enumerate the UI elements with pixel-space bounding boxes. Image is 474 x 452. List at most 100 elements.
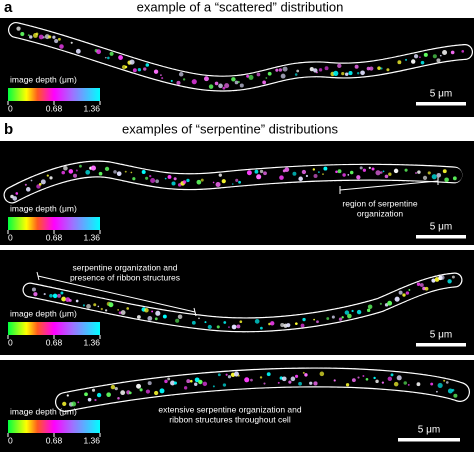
fluorescent-spot xyxy=(84,392,88,397)
colorbar xyxy=(8,420,100,433)
fluorescent-spot xyxy=(416,382,421,387)
fluorescent-spot xyxy=(294,322,298,326)
fluorescent-spot xyxy=(398,290,403,295)
fluorescent-spot xyxy=(420,60,425,65)
fluorescent-spot xyxy=(422,175,428,180)
fluorescent-spot xyxy=(225,373,228,376)
fluorescent-spot xyxy=(390,373,394,377)
fluorescent-spot xyxy=(86,304,91,309)
fluorescent-spot xyxy=(237,80,240,84)
fluorescent-spot xyxy=(189,379,193,383)
fluorescent-spot xyxy=(298,176,303,182)
cell-body xyxy=(9,23,472,91)
fluorescent-spot xyxy=(57,293,61,298)
fluorescent-spot xyxy=(362,168,366,172)
fluorescent-spot xyxy=(393,168,399,174)
fluorescent-spot xyxy=(442,169,447,174)
fluorescent-spot xyxy=(237,374,240,377)
fluorescent-spot xyxy=(381,381,385,384)
fluorescent-spot xyxy=(38,182,42,186)
fluorescent-spot xyxy=(309,66,314,72)
fluorescent-spot xyxy=(35,32,39,36)
fluorescent-spot xyxy=(367,304,373,310)
fluorescent-spot xyxy=(114,386,118,391)
fluorescent-spot xyxy=(61,296,67,302)
fluorescent-spot xyxy=(413,54,419,59)
fluorescent-spot xyxy=(155,310,161,316)
fluorescent-spot xyxy=(453,393,458,398)
fluorescent-spot xyxy=(68,169,74,174)
fluorescent-spot xyxy=(162,314,167,319)
fluorescent-spot xyxy=(284,167,290,172)
fluorescent-spot xyxy=(227,375,232,379)
fluorescent-spot xyxy=(345,383,350,387)
fluorescent-spot xyxy=(280,322,285,328)
fluorescent-spot xyxy=(145,63,150,67)
colorbar-label: image depth (μm) xyxy=(10,74,77,84)
fluorescent-spot xyxy=(337,63,342,68)
fluorescent-spot xyxy=(296,69,300,73)
fluorescent-spot xyxy=(25,187,31,192)
fluorescent-spot xyxy=(234,80,239,85)
fluorescent-spot xyxy=(304,373,308,377)
annotation: ribbon structures throughout cell xyxy=(169,414,291,424)
fluorescent-spot xyxy=(128,391,132,395)
fluorescent-spot xyxy=(397,60,402,65)
fluorescent-spot xyxy=(62,401,67,407)
fluorescent-spot xyxy=(377,66,381,70)
panel-title: example of a “scattered” distribution xyxy=(137,0,344,14)
fluorescent-spot xyxy=(356,175,361,180)
panel-title: examples of “serpentine” distributions xyxy=(122,121,339,136)
fluorescent-spot xyxy=(281,376,287,382)
fluorescent-spot xyxy=(136,315,141,319)
fluorescent-spot xyxy=(173,381,177,385)
fluorescent-spot xyxy=(228,326,230,329)
fluorescent-spot xyxy=(384,174,389,179)
fluorescent-spot xyxy=(295,374,299,378)
fluorescent-spot xyxy=(239,320,243,324)
fluorescent-spot xyxy=(49,293,53,298)
fluorescent-spot xyxy=(277,381,280,384)
fluorescent-spot xyxy=(356,72,360,75)
scale-bar xyxy=(398,438,460,442)
fluorescent-spot xyxy=(183,386,188,390)
fluorescent-spot xyxy=(117,396,120,400)
fluorescent-spot xyxy=(452,176,457,181)
fluorescent-spot xyxy=(298,381,302,386)
fluorescent-spot xyxy=(231,77,236,82)
fluorescent-spot xyxy=(423,52,428,57)
fluorescent-spot xyxy=(52,35,56,39)
fluorescent-spot xyxy=(75,299,79,303)
fluorescent-spot xyxy=(110,384,116,390)
fluorescent-spot xyxy=(42,36,45,39)
fluorescent-spot xyxy=(341,72,345,76)
fluorescent-spot xyxy=(302,317,306,322)
fluorescent-spot xyxy=(280,73,286,79)
fluorescent-spot xyxy=(224,83,230,89)
fluorescent-spot xyxy=(259,376,263,379)
fluorescent-spot xyxy=(16,26,21,31)
fluorescent-spot xyxy=(126,307,129,310)
fluorescent-spot xyxy=(267,71,272,76)
scale-bar xyxy=(416,235,466,239)
fluorescent-spot xyxy=(294,73,298,76)
fluorescent-spot xyxy=(216,325,220,329)
fluorescent-spot xyxy=(98,171,103,176)
fluorescent-spot xyxy=(154,390,159,396)
fluorescent-spot xyxy=(217,373,221,377)
fluorescent-spot xyxy=(309,381,313,385)
fluorescent-spot xyxy=(312,168,316,171)
fluorescent-spot xyxy=(344,310,350,315)
fluorescent-spot xyxy=(365,377,369,381)
fluorescent-spot xyxy=(442,50,448,56)
fluorescent-spot xyxy=(40,179,46,185)
fluorescent-spot xyxy=(218,173,222,177)
fluorescent-spot xyxy=(223,321,227,324)
fluorescent-spot xyxy=(151,310,154,313)
fluorescent-spot xyxy=(341,316,344,319)
fluorescent-spot xyxy=(254,169,259,174)
fluorescent-spot xyxy=(439,54,442,57)
fluorescent-spot xyxy=(290,376,296,382)
fluorescent-spot xyxy=(286,323,291,328)
